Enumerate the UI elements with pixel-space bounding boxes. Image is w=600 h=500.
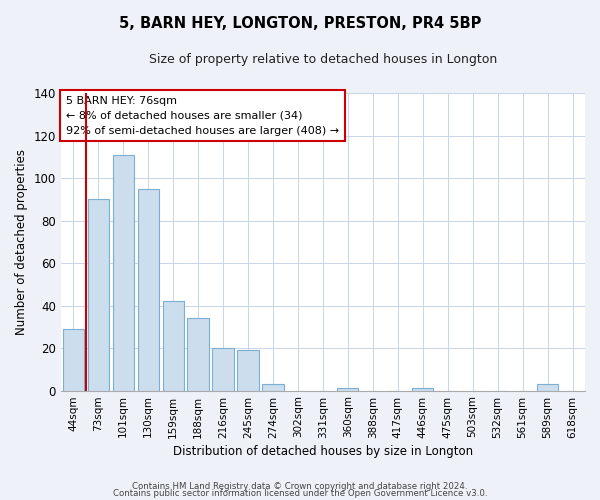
Y-axis label: Number of detached properties: Number of detached properties: [15, 149, 28, 335]
Title: Size of property relative to detached houses in Longton: Size of property relative to detached ho…: [149, 52, 497, 66]
X-axis label: Distribution of detached houses by size in Longton: Distribution of detached houses by size …: [173, 444, 473, 458]
Text: 5 BARN HEY: 76sqm
← 8% of detached houses are smaller (34)
92% of semi-detached : 5 BARN HEY: 76sqm ← 8% of detached house…: [66, 96, 339, 136]
Bar: [113, 154, 134, 390]
Bar: [187, 318, 209, 390]
Bar: [62, 329, 84, 390]
Text: 5, BARN HEY, LONGTON, PRESTON, PR4 5BP: 5, BARN HEY, LONGTON, PRESTON, PR4 5BP: [119, 16, 481, 31]
Bar: [337, 388, 358, 390]
Bar: [88, 200, 109, 390]
Bar: [137, 188, 159, 390]
Bar: [212, 348, 233, 391]
Bar: [412, 388, 433, 390]
Bar: [262, 384, 284, 390]
Bar: [537, 384, 558, 390]
Text: Contains public sector information licensed under the Open Government Licence v3: Contains public sector information licen…: [113, 490, 487, 498]
Bar: [238, 350, 259, 391]
Text: Contains HM Land Registry data © Crown copyright and database right 2024.: Contains HM Land Registry data © Crown c…: [132, 482, 468, 491]
Bar: [163, 302, 184, 390]
